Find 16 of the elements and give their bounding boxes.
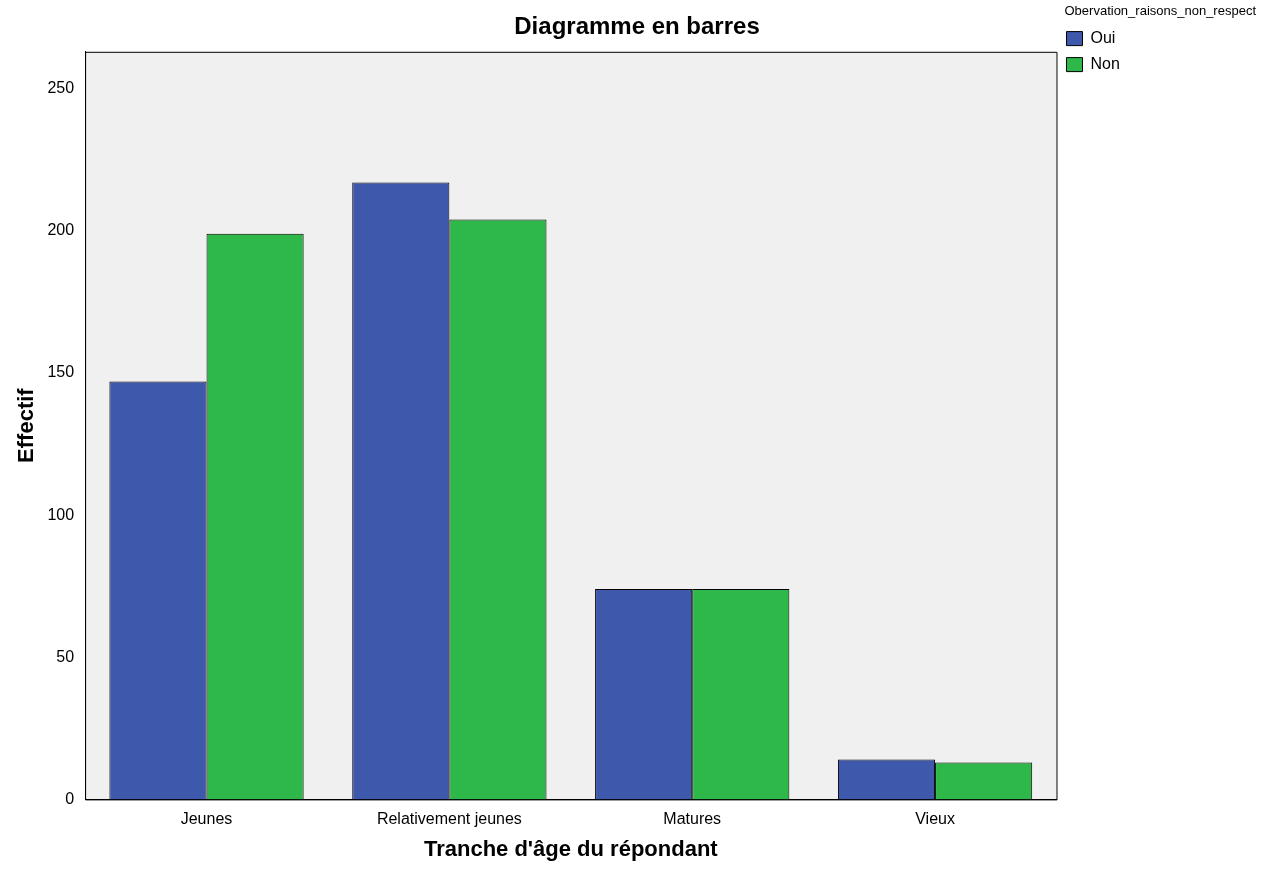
- legend-label: Oui: [1090, 29, 1116, 47]
- x-axis-title: Tranche d'âge du répondant: [423, 835, 719, 861]
- y-tick-label: 150: [47, 363, 75, 381]
- y-tick-label: 0: [65, 789, 75, 807]
- x-tick-label: Jeunes: [180, 810, 233, 828]
- y-tick-label: 100: [47, 505, 75, 523]
- y-tick-label: 250: [47, 79, 75, 97]
- x-tick-label: Relativement jeunes: [376, 810, 522, 828]
- x-tick-label: Vieux: [915, 810, 955, 828]
- y-tick-label: 200: [47, 221, 75, 239]
- y-tick-label: 50: [56, 647, 75, 665]
- legend-title: Obervation_raisons_non_respect: [1064, 3, 1257, 19]
- chart-title: Diagramme en barres: [514, 12, 760, 40]
- legend-label: Non: [1090, 55, 1120, 73]
- y-axis-title: Effectif: [13, 387, 39, 463]
- x-tick-label: Matures: [663, 810, 722, 828]
